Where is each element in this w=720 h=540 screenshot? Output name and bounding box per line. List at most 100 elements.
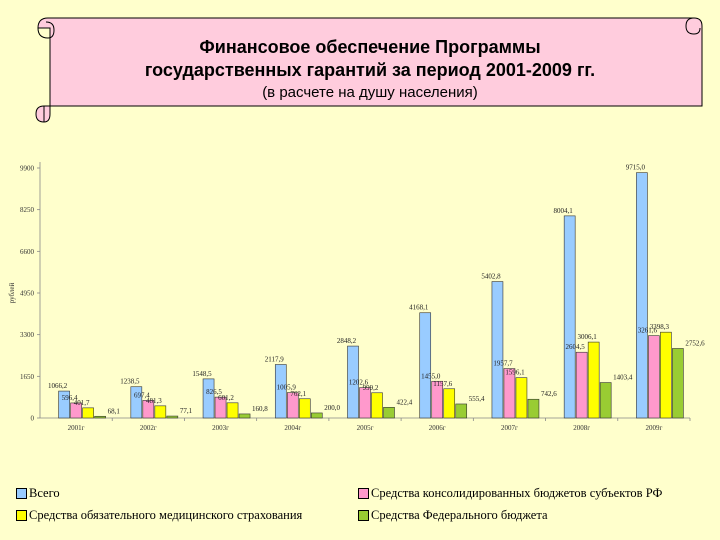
y-tick-label: 6600	[20, 248, 35, 256]
bar-2	[82, 407, 94, 419]
data-label: 1455,0	[421, 372, 441, 380]
y-tick-label: 1650	[20, 373, 35, 381]
legend-swatch-regional	[358, 488, 369, 499]
data-label: 401,7	[74, 399, 90, 407]
legend-swatch-total	[16, 488, 27, 499]
x-tick-label: 2008г	[573, 424, 590, 432]
data-label: 160,8	[252, 405, 268, 413]
bar-2	[660, 331, 672, 419]
data-label: 2604,5	[566, 343, 586, 351]
data-label: 77,1	[180, 407, 193, 415]
data-label: 762,1	[290, 390, 306, 398]
bar-3	[94, 415, 106, 419]
data-label: 1005,9	[277, 384, 297, 392]
bar-0	[58, 390, 70, 419]
legend-label-federal: Средства Федерального бюджета	[371, 508, 548, 522]
bar-0	[563, 215, 576, 419]
bar-1	[503, 368, 516, 419]
bar-3	[166, 415, 179, 419]
data-label: 2752,6	[685, 339, 705, 347]
chart-title-line-2: государственных гарантий за период 2001-…	[144, 60, 596, 80]
y-tick-label: 8250	[20, 206, 35, 214]
data-label: 596,4	[62, 394, 78, 402]
bar-0	[274, 364, 287, 419]
bar-1	[142, 400, 155, 419]
data-label: 742,6	[541, 390, 557, 398]
data-label: 5402,8	[481, 273, 501, 281]
chart-bars	[58, 172, 684, 419]
chart-title-line-1: Финансовое обеспечение Программы	[199, 37, 541, 57]
x-tick-label: 2001г	[68, 424, 85, 432]
bar-0	[491, 281, 504, 419]
bar-2	[371, 392, 383, 419]
data-label: 601,2	[218, 394, 234, 402]
data-label: 4168,1	[409, 304, 429, 312]
bar-2	[515, 377, 528, 419]
bar-1	[70, 402, 82, 419]
x-tick-label: 2002г	[140, 424, 157, 432]
legend-label-total: Всего	[29, 486, 60, 500]
data-label: 1596,1	[505, 369, 525, 377]
bar-0	[636, 172, 648, 419]
legend-item-regional: Средства консолидированных бюджетов субъ…	[358, 486, 662, 501]
y-tick-label: 3300	[20, 331, 35, 339]
bar-2	[298, 398, 311, 419]
x-tick-label: 2004г	[284, 424, 301, 432]
y-tick-label: 0	[31, 415, 35, 423]
data-label: 826,5	[206, 388, 222, 396]
data-label: 9715,0	[626, 164, 646, 172]
bar-0	[130, 386, 143, 419]
data-label: 3398,3	[650, 323, 670, 331]
bar-1	[214, 396, 227, 419]
x-tick-label: 2006г	[429, 424, 446, 432]
data-label: 200,0	[324, 404, 340, 412]
x-tick-label: 2007г	[501, 424, 518, 432]
bar-1	[648, 335, 660, 419]
bar-2	[587, 341, 600, 419]
data-label: 1157,6	[433, 380, 452, 388]
data-label: 999,2	[363, 384, 379, 392]
data-label: 2848,2	[337, 337, 357, 345]
legend-label-oms: Средства обязательного медицинского стра…	[29, 508, 303, 522]
bar-1	[359, 387, 371, 419]
x-tick-label: 2005г	[357, 424, 374, 432]
data-label: 1548,5	[192, 370, 212, 378]
bar-3	[672, 348, 684, 419]
chart-title-block: Финансовое обеспечение Программы государ…	[50, 36, 690, 106]
y-axis-label: рублей	[8, 282, 16, 303]
data-label: 3006,1	[578, 333, 598, 341]
data-label: 1202,6	[349, 379, 369, 387]
y-tick-label: 9900	[20, 165, 35, 173]
legend-swatch-oms	[16, 510, 27, 521]
data-label: 1403,4	[613, 374, 633, 382]
chart-subtitle: (в расчете на душу населения)	[262, 84, 478, 101]
chart-axes: 0 1650 3300 4950 6600 8250 9900 рублей 2001г 2002…	[8, 162, 691, 432]
y-tick-label: 4950	[20, 290, 35, 298]
data-label: 555,4	[469, 395, 485, 403]
data-label: 3261,6	[638, 327, 658, 335]
bar-2	[443, 388, 456, 419]
bar-2	[226, 402, 239, 419]
bar-1	[575, 351, 588, 419]
bar-3	[310, 412, 323, 419]
bar-0	[347, 345, 359, 419]
data-label: 697,4	[134, 391, 150, 399]
title-scroll-banner	[35, 17, 703, 123]
x-tick-label: 2009г	[645, 424, 662, 432]
data-label: 1066,2	[48, 382, 68, 390]
data-label: 1957,7	[493, 360, 513, 368]
bar-0	[419, 312, 432, 419]
bar-3	[599, 382, 612, 419]
bar-0	[202, 378, 215, 419]
x-tick-label: 2003г	[212, 424, 229, 432]
bar-3	[238, 413, 251, 419]
data-label: 422,4	[397, 398, 413, 406]
legend-swatch-federal	[358, 510, 369, 521]
data-label: 68,1	[108, 407, 121, 415]
bar-3	[383, 407, 395, 419]
bar-1	[431, 380, 444, 419]
bar-2	[154, 405, 167, 419]
bar-3	[455, 403, 468, 419]
bar-chart: 0 1650 3300 4950 6600 8250 9900 рублей 2001г 2002…	[8, 162, 705, 432]
